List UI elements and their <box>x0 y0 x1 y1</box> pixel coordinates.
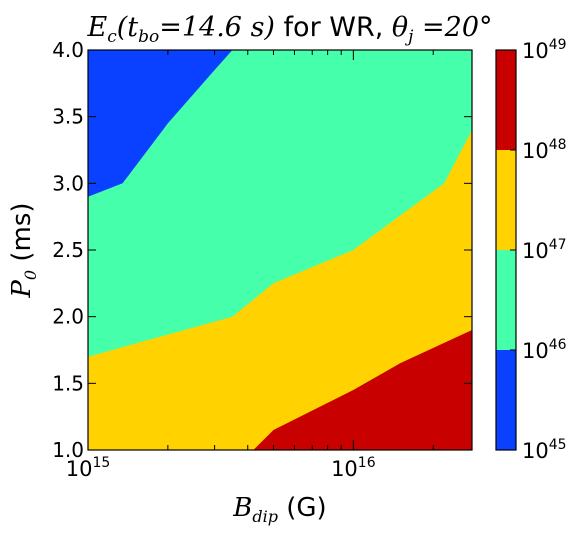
x-axis-unit: (G) <box>278 493 327 523</box>
y-tick-label: 2.5 <box>52 238 84 262</box>
y-tick-label: 2.0 <box>52 305 84 329</box>
colorbar-tick-label: 1046 <box>522 337 567 363</box>
y-tick-label: 3.0 <box>52 171 84 195</box>
y-tick-label: 3.5 <box>52 105 84 129</box>
y-axis-symbol: P <box>7 280 37 299</box>
x-axis-label: Bdip (G) <box>232 493 326 526</box>
title-theta: θ <box>392 12 408 43</box>
y-tick-label: 1.5 <box>52 371 84 395</box>
fill-level-1e46-1e47 <box>88 50 472 357</box>
fill-level-1e48-1e49 <box>253 330 472 450</box>
axis-ticks: 1.0 1.5 2.0 2.5 3.0 3.5 4.0 1015 1016 <box>52 38 472 481</box>
x-tick-label: 1015 <box>66 455 111 481</box>
colorbar-tick-label: 1045 <box>522 437 567 463</box>
title-args: (t <box>117 12 139 43</box>
colorbar-segment <box>496 150 516 250</box>
title-prefix-sub: c <box>107 27 117 47</box>
title-text: for WR, <box>275 12 392 43</box>
title-theta-sub: j <box>404 27 414 47</box>
x-axis-sub: dip <box>252 507 278 526</box>
y-axis-sub: 0 <box>21 270 40 280</box>
title-prefix: E <box>86 12 107 43</box>
x-axis-symbol: B <box>232 493 252 523</box>
y-axis-label: P0 (ms) <box>7 202 40 298</box>
fill-level-1e45-1e46 <box>88 50 233 197</box>
title-args-sub: bo <box>138 27 159 47</box>
colorbar-tick-label: 1048 <box>522 137 567 163</box>
colorbar-tick-label: 1047 <box>522 237 567 263</box>
colorbar-segment <box>496 50 516 150</box>
y-axis-unit: (ms) <box>7 202 37 269</box>
y-tick-label: 1.0 <box>52 438 84 462</box>
plot-frame <box>87 49 473 451</box>
title-args-value: =14.6 s) <box>159 12 275 43</box>
x-tick-label: 1016 <box>331 455 376 481</box>
chart-title: Ec(tbo=14.6 s) for WR, θj =20° <box>86 12 492 47</box>
y-tick-label: 4.0 <box>52 38 84 62</box>
title-theta-value: =20° <box>413 12 492 43</box>
colorbar: 1045 1046 1047 1048 1049 <box>495 37 567 463</box>
colorbar-segment <box>496 250 516 350</box>
colorbar-segment <box>496 350 516 450</box>
colorbar-tick-label: 1049 <box>522 37 567 63</box>
contour-fills <box>88 50 472 450</box>
